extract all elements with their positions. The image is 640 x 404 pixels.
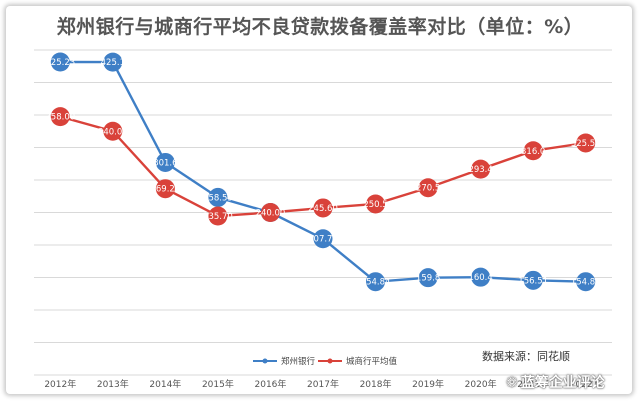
legend-marker-2 — [327, 358, 333, 364]
data-label: 156.51 — [518, 276, 548, 286]
data-label: 258.55 — [203, 193, 233, 203]
data-label: 207.71 — [308, 235, 338, 245]
data-label: 301.6 — [153, 158, 177, 168]
data-label: 235.70 — [203, 212, 233, 222]
data-point-1 — [366, 272, 386, 292]
x-tick-label: 2019年 — [412, 378, 444, 390]
x-tick-label: 2016年 — [255, 378, 287, 390]
data-label: 245.60 — [308, 204, 338, 214]
data-point-2 — [313, 198, 333, 218]
x-tick-label: 2018年 — [360, 378, 392, 390]
data-label: 154.83 — [571, 278, 601, 288]
paw-icon: ❁ — [506, 375, 518, 391]
data-point-1 — [471, 267, 491, 287]
data-point-2 — [418, 178, 438, 198]
data-source: 数据来源：同花顺 — [482, 350, 570, 363]
x-tick-label: 2012年 — [44, 378, 76, 390]
data-point-2 — [50, 107, 70, 127]
data-label: 316.0 — [521, 147, 545, 157]
legend-label-2: 城商行平均值 — [346, 356, 398, 367]
x-tick-label: 2015年 — [202, 378, 234, 390]
data-point-1 — [576, 272, 596, 292]
legend-marker-1 — [262, 358, 268, 364]
data-point-2 — [155, 179, 175, 199]
data-point-1 — [50, 52, 70, 72]
data-label: 425.23 — [45, 58, 75, 68]
data-label: 154.84 — [361, 278, 391, 288]
x-tick-label: 2021年 — [517, 378, 549, 390]
data-point-2 — [366, 194, 386, 214]
data-label: 250.5 — [363, 200, 387, 210]
data-point-1 — [313, 229, 333, 249]
data-label: 425.1 — [101, 58, 125, 68]
data-label: 270.5 — [416, 184, 440, 194]
data-label: 159.8 — [416, 274, 440, 284]
data-point-1 — [208, 187, 228, 207]
data-label: 358.00 — [45, 113, 75, 123]
data-label: 160.4 — [468, 273, 492, 283]
data-point-2 — [576, 133, 596, 153]
watermark: ❁ 蓝筹企业评论 — [506, 372, 605, 392]
data-label: 325.58 — [571, 139, 601, 149]
data-point-1 — [103, 52, 123, 72]
x-tick-label: 2020年 — [465, 378, 497, 390]
data-label: 240.00 — [256, 209, 286, 219]
x-tick-label: 2013年 — [97, 378, 129, 390]
x-tick-label: 2017年 — [307, 378, 339, 390]
data-point-1 — [523, 270, 543, 290]
legend-label-1: 郑州银行 — [281, 356, 316, 367]
x-tick-label: 2022年 — [570, 378, 602, 390]
data-label: 269.28 — [150, 185, 180, 195]
chart-title: 郑州银行与城商行平均不良贷款拨备覆盖率对比（单位：%） — [56, 16, 584, 38]
data-point-2 — [208, 206, 228, 226]
data-point-2 — [523, 141, 543, 161]
data-point-1 — [155, 152, 175, 172]
watermark-text: 蓝筹企业评论 — [520, 375, 605, 391]
data-point-2 — [471, 159, 491, 179]
data-point-2 — [260, 203, 280, 222]
series-line-1 — [60, 60, 586, 283]
x-tick-label: 2014年 — [149, 378, 181, 390]
data-point-2 — [103, 121, 123, 141]
data-label: 340.00 — [98, 127, 128, 137]
data-point-1 — [418, 268, 438, 288]
data-label: 293.4 — [468, 165, 492, 175]
